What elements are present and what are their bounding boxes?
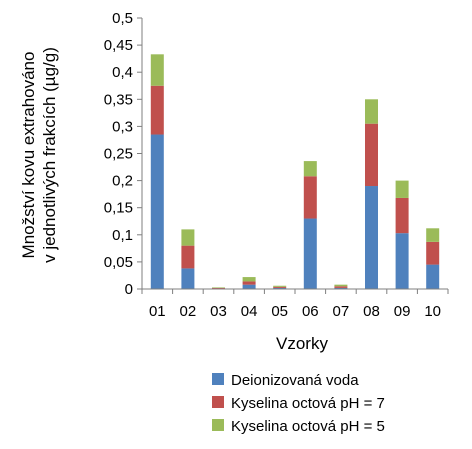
y-axis-title-line-2: v jednotlivých frakcích (µg/g) [40, 47, 59, 263]
x-tick-label: 03 [210, 303, 227, 320]
bar-08-series-1 [365, 186, 378, 289]
legend-label: Kyselina octová pH = 7 [231, 395, 385, 412]
y-axis-title-line-1: Množství kovu extrahováno [19, 52, 38, 259]
bar-09-series-2 [395, 197, 409, 234]
y-tick-label: 0,3 [112, 118, 133, 135]
bar-07-series-2 [334, 286, 348, 288]
x-tick-label: 07 [333, 303, 350, 320]
bar-06-series-1 [303, 218, 317, 289]
y-tick-label: 0,4 [112, 64, 133, 81]
legend-label: Deionizovaná voda [231, 372, 359, 389]
bar-03-series-2 [212, 287, 225, 289]
x-tick-label: 06 [302, 303, 319, 320]
bar-06-series-2 [303, 176, 317, 219]
bar-10-series-3 [426, 228, 440, 242]
bar-02-series-2 [181, 245, 195, 269]
bar-10-series-1 [426, 264, 440, 289]
bar-04-series-3 [242, 277, 256, 282]
bar-03-series-3 [212, 287, 225, 288]
x-axis-title: Vzorky [276, 334, 328, 353]
y-tick-label: 0,2 [112, 173, 133, 190]
bar-02-series-3 [181, 229, 195, 246]
y-tick-label: 0,35 [104, 91, 133, 108]
x-tick-label: 04 [241, 303, 258, 320]
legend-swatch [212, 419, 224, 431]
y-tick-label: 0,05 [104, 254, 133, 271]
bar-05-series-2 [273, 286, 287, 288]
bar-06-series-3 [303, 161, 317, 177]
y-tick-label: 0,1 [112, 227, 133, 244]
y-tick-label: 0,5 [112, 10, 133, 27]
bars [150, 54, 440, 289]
legend-swatch [212, 373, 224, 385]
bar-02-series-1 [181, 268, 195, 289]
bar-01-series-1 [150, 134, 164, 289]
legend-swatch [212, 396, 224, 408]
legend-label: Kyselina octová pH = 5 [231, 418, 385, 435]
bar-05-series-1 [273, 287, 287, 289]
bar-01-series-3 [150, 54, 164, 86]
y-tick-label: 0 [125, 281, 133, 298]
y-ticks: 0 0,05 0,1 0,15 0,2 0,25 0,3 0,35 0,4 0,45 0,5 [104, 10, 142, 298]
bar-05-series-3 [273, 285, 287, 287]
bar-07-series-3 [334, 284, 348, 287]
x-tick-label: 10 [424, 303, 441, 320]
bar-01-series-2 [150, 85, 164, 135]
legend: Deionizovaná voda Kyselina octová pH = 7 K… [212, 372, 385, 435]
x-tick-label: 02 [180, 303, 197, 320]
bar-10-series-2 [426, 241, 440, 265]
y-tick-label: 0,25 [104, 146, 133, 163]
bar-07-series-1 [334, 287, 348, 289]
x-tick-label: 05 [271, 303, 288, 320]
bar-09-series-1 [395, 233, 409, 289]
x-tick-label: 08 [363, 303, 380, 320]
bar-04-series-2 [242, 281, 256, 285]
x-ticks: 01 02 03 04 05 06 07 08 09 10 [141, 289, 449, 320]
x-tick-label: 09 [394, 303, 411, 320]
y-tick-label: 0,15 [104, 200, 133, 217]
bar-08-series-2 [365, 123, 378, 187]
y-tick-label: 0,45 [104, 37, 133, 54]
bar-09-series-3 [395, 180, 409, 198]
bar-08-series-3 [365, 99, 378, 124]
x-tick-label: 01 [149, 303, 166, 320]
bar-04-series-1 [242, 284, 256, 289]
